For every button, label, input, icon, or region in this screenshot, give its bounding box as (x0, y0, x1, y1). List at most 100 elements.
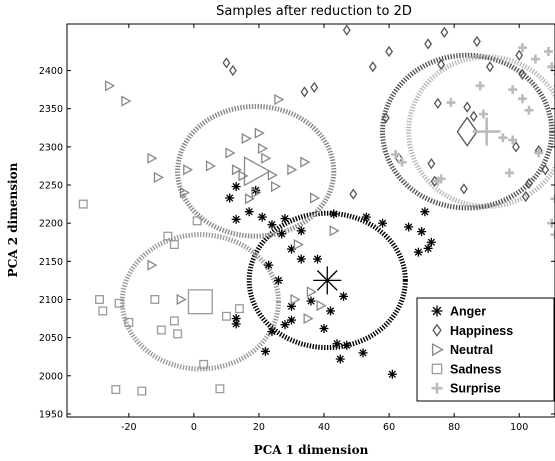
x-tick-label: 40 (318, 422, 330, 433)
legend-label-neutral: Neutral (450, 343, 493, 357)
happiness-point (521, 190, 530, 203)
anger-point (326, 306, 336, 316)
sadness-point (124, 317, 134, 327)
neutral-point (303, 312, 314, 325)
neutral-point (254, 127, 265, 139)
anger-point (231, 182, 241, 192)
x-tick-label: -20 (121, 422, 137, 433)
neutral-point (306, 286, 317, 298)
surprise-point (475, 81, 485, 91)
surprise-point (534, 148, 544, 158)
anger-point (319, 323, 329, 333)
anger-point (280, 320, 290, 330)
sadness-ellipse (119, 232, 281, 372)
sadness-point (215, 384, 225, 394)
legend-marker-sadness (431, 363, 443, 375)
legend-label-surprise: Surprise (450, 382, 501, 396)
happiness-point (485, 61, 494, 73)
neutral-point (287, 164, 298, 176)
happiness-point (385, 45, 394, 58)
happiness-point (381, 112, 390, 124)
neutral-point (231, 164, 243, 176)
happiness-point (472, 35, 481, 48)
anger-point (296, 226, 306, 236)
anger-point (264, 260, 274, 270)
surprise-ellipse (406, 54, 555, 209)
y-tick-label: 2350 (39, 104, 63, 115)
anger-point (244, 207, 254, 217)
happiness-point (518, 68, 527, 80)
surprise-point (397, 157, 407, 167)
anger-point (280, 214, 290, 224)
legend-box (416, 297, 555, 402)
happiness-point (228, 64, 237, 77)
happiness-point (427, 158, 436, 170)
neutral-point (257, 142, 269, 154)
happiness-point (459, 183, 468, 195)
happiness-point (342, 24, 351, 36)
anger-point (358, 348, 368, 358)
neutral-point (153, 171, 164, 183)
legend-marker-neutral (431, 342, 444, 357)
surprise-point (498, 133, 508, 143)
sadness-point (137, 386, 147, 396)
y-tick-label: 1950 (39, 409, 63, 420)
neutral-point (147, 152, 158, 164)
neutral-centroid (243, 156, 272, 187)
surprise-point (391, 149, 401, 159)
surprise-point (508, 135, 518, 145)
anger-centroid (313, 266, 342, 295)
happiness-point (541, 164, 550, 176)
surprise-point (446, 98, 456, 108)
x-tick-label: 80 (448, 422, 460, 433)
legend-marker-surprise (431, 382, 443, 394)
happiness-ellipse (380, 52, 555, 211)
surprise-point (517, 43, 527, 53)
y-tick-label: 2200 (39, 219, 63, 230)
sadness-centroid (187, 289, 213, 315)
neutral-point (261, 152, 272, 164)
neutral-point (251, 187, 262, 199)
anger-point (267, 220, 277, 230)
neutral-point (176, 293, 187, 306)
neutral-point (300, 156, 311, 168)
anger-point (378, 218, 388, 228)
x-axis-label: PCA 1 dimension (254, 443, 369, 457)
happiness-point (525, 177, 533, 190)
neutral-point (244, 193, 256, 205)
neutral-point (290, 293, 301, 306)
y-tick-label: 2150 (39, 257, 63, 268)
anger-point (329, 209, 339, 219)
surprise-point (508, 85, 518, 95)
legend: Anger Happiness Neutral Sadness Surprise (416, 297, 555, 402)
happiness-point (368, 61, 377, 73)
anger-point (335, 354, 345, 364)
anger-point (277, 229, 287, 239)
anger-point (339, 291, 349, 301)
happiness-point (300, 86, 309, 98)
anger-point (260, 346, 270, 356)
surprise-point (547, 62, 555, 72)
sadness-point (169, 240, 179, 250)
sadness-point (78, 199, 88, 209)
y-tick-label: 2000 (39, 371, 63, 382)
surprise-point (530, 54, 540, 64)
anger-point (420, 207, 430, 217)
anger-point (361, 212, 371, 222)
x-tick-label: 60 (383, 422, 395, 433)
anger-point (296, 254, 306, 264)
neutral-point (238, 170, 249, 182)
anger-point (257, 212, 267, 222)
sadness-point (163, 231, 173, 241)
happiness-point (424, 38, 433, 50)
anger-point (306, 296, 316, 306)
happiness-point (469, 110, 478, 122)
sadness-point (173, 329, 183, 339)
sadness-point (114, 298, 124, 308)
neutral-point (270, 180, 282, 193)
sadness-point (221, 311, 231, 321)
x-tick-label: 0 (191, 422, 197, 433)
neutral-point (179, 187, 190, 199)
y-tick-label: 2050 (39, 333, 63, 344)
